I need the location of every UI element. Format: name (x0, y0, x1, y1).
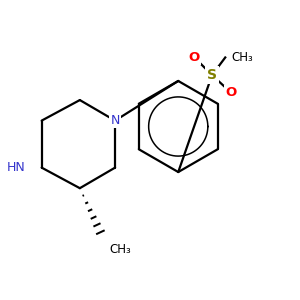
Text: S: S (207, 68, 217, 82)
Text: N: N (110, 114, 120, 127)
Text: O: O (189, 51, 200, 64)
Text: HN: HN (7, 161, 26, 174)
Text: CH₃: CH₃ (231, 51, 253, 64)
Text: CH₃: CH₃ (109, 243, 131, 256)
Text: O: O (226, 86, 237, 99)
